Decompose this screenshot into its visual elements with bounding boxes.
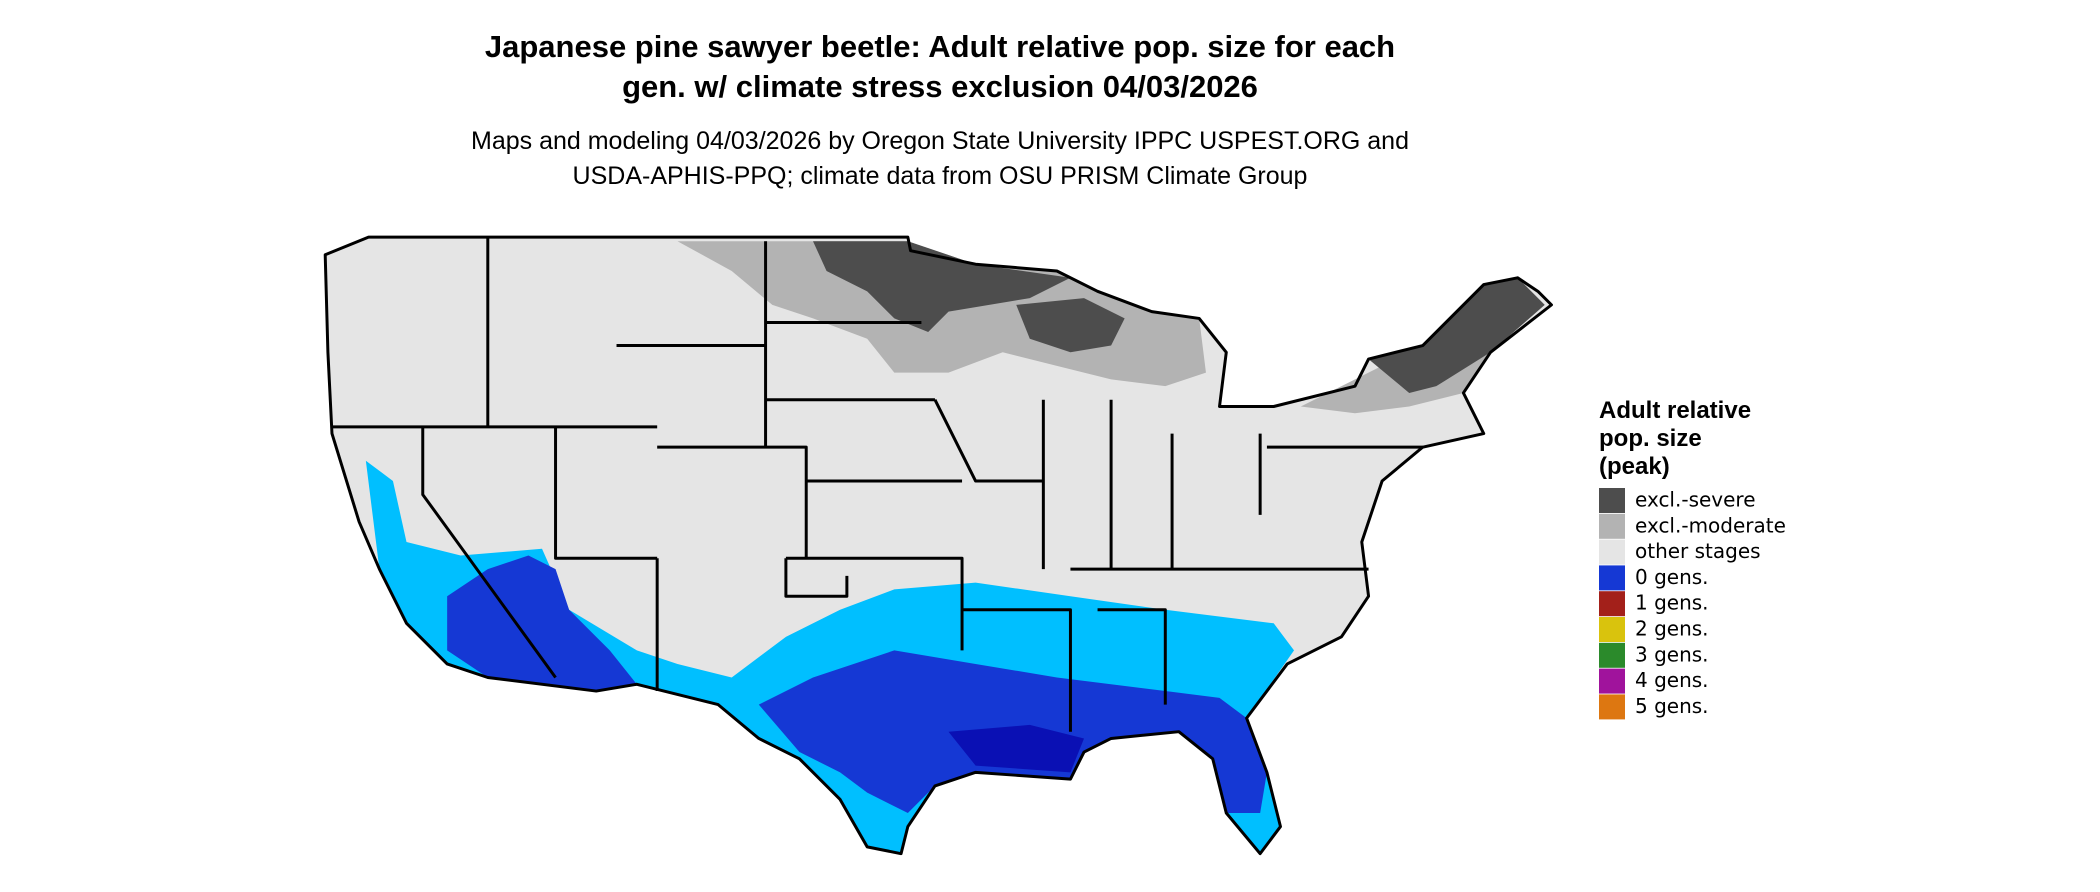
legend-label: 5 gens. xyxy=(1635,694,1709,718)
legend-swatch xyxy=(1599,513,1625,539)
heading: Japanese pine sawyer beetle: Adult relat… xyxy=(471,29,1409,190)
severe-ne xyxy=(1368,277,1545,393)
legend-label: other stages xyxy=(1635,539,1761,563)
severe-wi xyxy=(1016,298,1125,353)
legend-swatch xyxy=(1599,539,1625,565)
legend-swatch xyxy=(1599,694,1625,720)
state-lines xyxy=(331,237,1423,732)
legend-swatch xyxy=(1599,565,1625,591)
legend-swatch xyxy=(1599,642,1625,668)
legend-swatch xyxy=(1599,617,1625,642)
legend-label: excl.-moderate xyxy=(1635,513,1786,537)
us-outline xyxy=(323,235,1553,856)
gen0-dark-west xyxy=(447,555,637,692)
legend-label: 4 gens. xyxy=(1635,668,1709,692)
legend-title: pop. size xyxy=(1599,425,1702,452)
legend-label: 3 gens. xyxy=(1635,642,1709,666)
subtitle-line: USDA-APHIS-PPQ; climate data from OSU PR… xyxy=(573,162,1308,190)
map xyxy=(323,235,1553,856)
title-line: gen. w/ climate stress exclusion 04/03/2… xyxy=(622,69,1258,104)
legend-label: 0 gens. xyxy=(1635,565,1709,589)
legend-swatch xyxy=(1599,591,1625,617)
legend-swatch xyxy=(1599,668,1625,694)
subtitle-line: Maps and modeling 04/03/2026 by Oregon S… xyxy=(471,127,1409,155)
legend-swatch xyxy=(1599,488,1625,513)
legend-label: excl.-severe xyxy=(1635,488,1756,512)
severe-north xyxy=(813,241,1071,332)
legend-title: (peak) xyxy=(1599,453,1670,480)
legend-label: 1 gens. xyxy=(1635,591,1709,615)
legend-title: Adult relative xyxy=(1599,397,1751,424)
title-line: Japanese pine sawyer beetle: Adult relat… xyxy=(485,29,1395,64)
gen0-deep xyxy=(948,724,1084,773)
legend-label: 2 gens. xyxy=(1635,617,1709,641)
